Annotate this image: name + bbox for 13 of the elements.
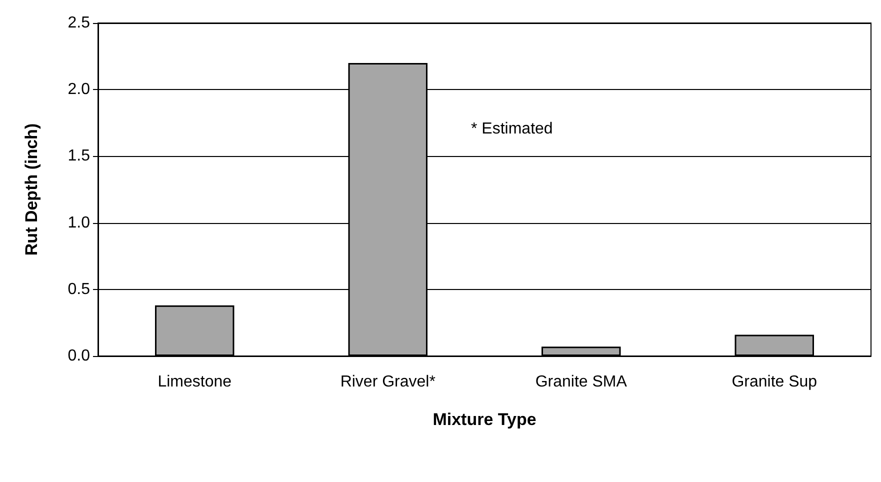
y-tick-label: 0.5: [68, 280, 90, 298]
y-axis-title: Rut Depth (inch): [22, 123, 41, 256]
x-tick-label: River Gravel*: [340, 374, 436, 390]
y-tick-label: 2.0: [68, 81, 90, 98]
annotation: * Estimated: [471, 120, 553, 138]
x-tick-label: Granite Sup: [732, 374, 818, 390]
y-tick-label: 1.5: [68, 148, 90, 165]
x-axis-title: Mixture Type: [432, 410, 536, 429]
y-tick-label: 2.5: [68, 14, 90, 32]
y-tick-label: 1.0: [68, 214, 90, 232]
x-tick-label: Limestone: [158, 374, 232, 390]
x-tick-label: Granite SMA: [535, 374, 628, 390]
y-tick-label: 0.0: [68, 348, 90, 364]
